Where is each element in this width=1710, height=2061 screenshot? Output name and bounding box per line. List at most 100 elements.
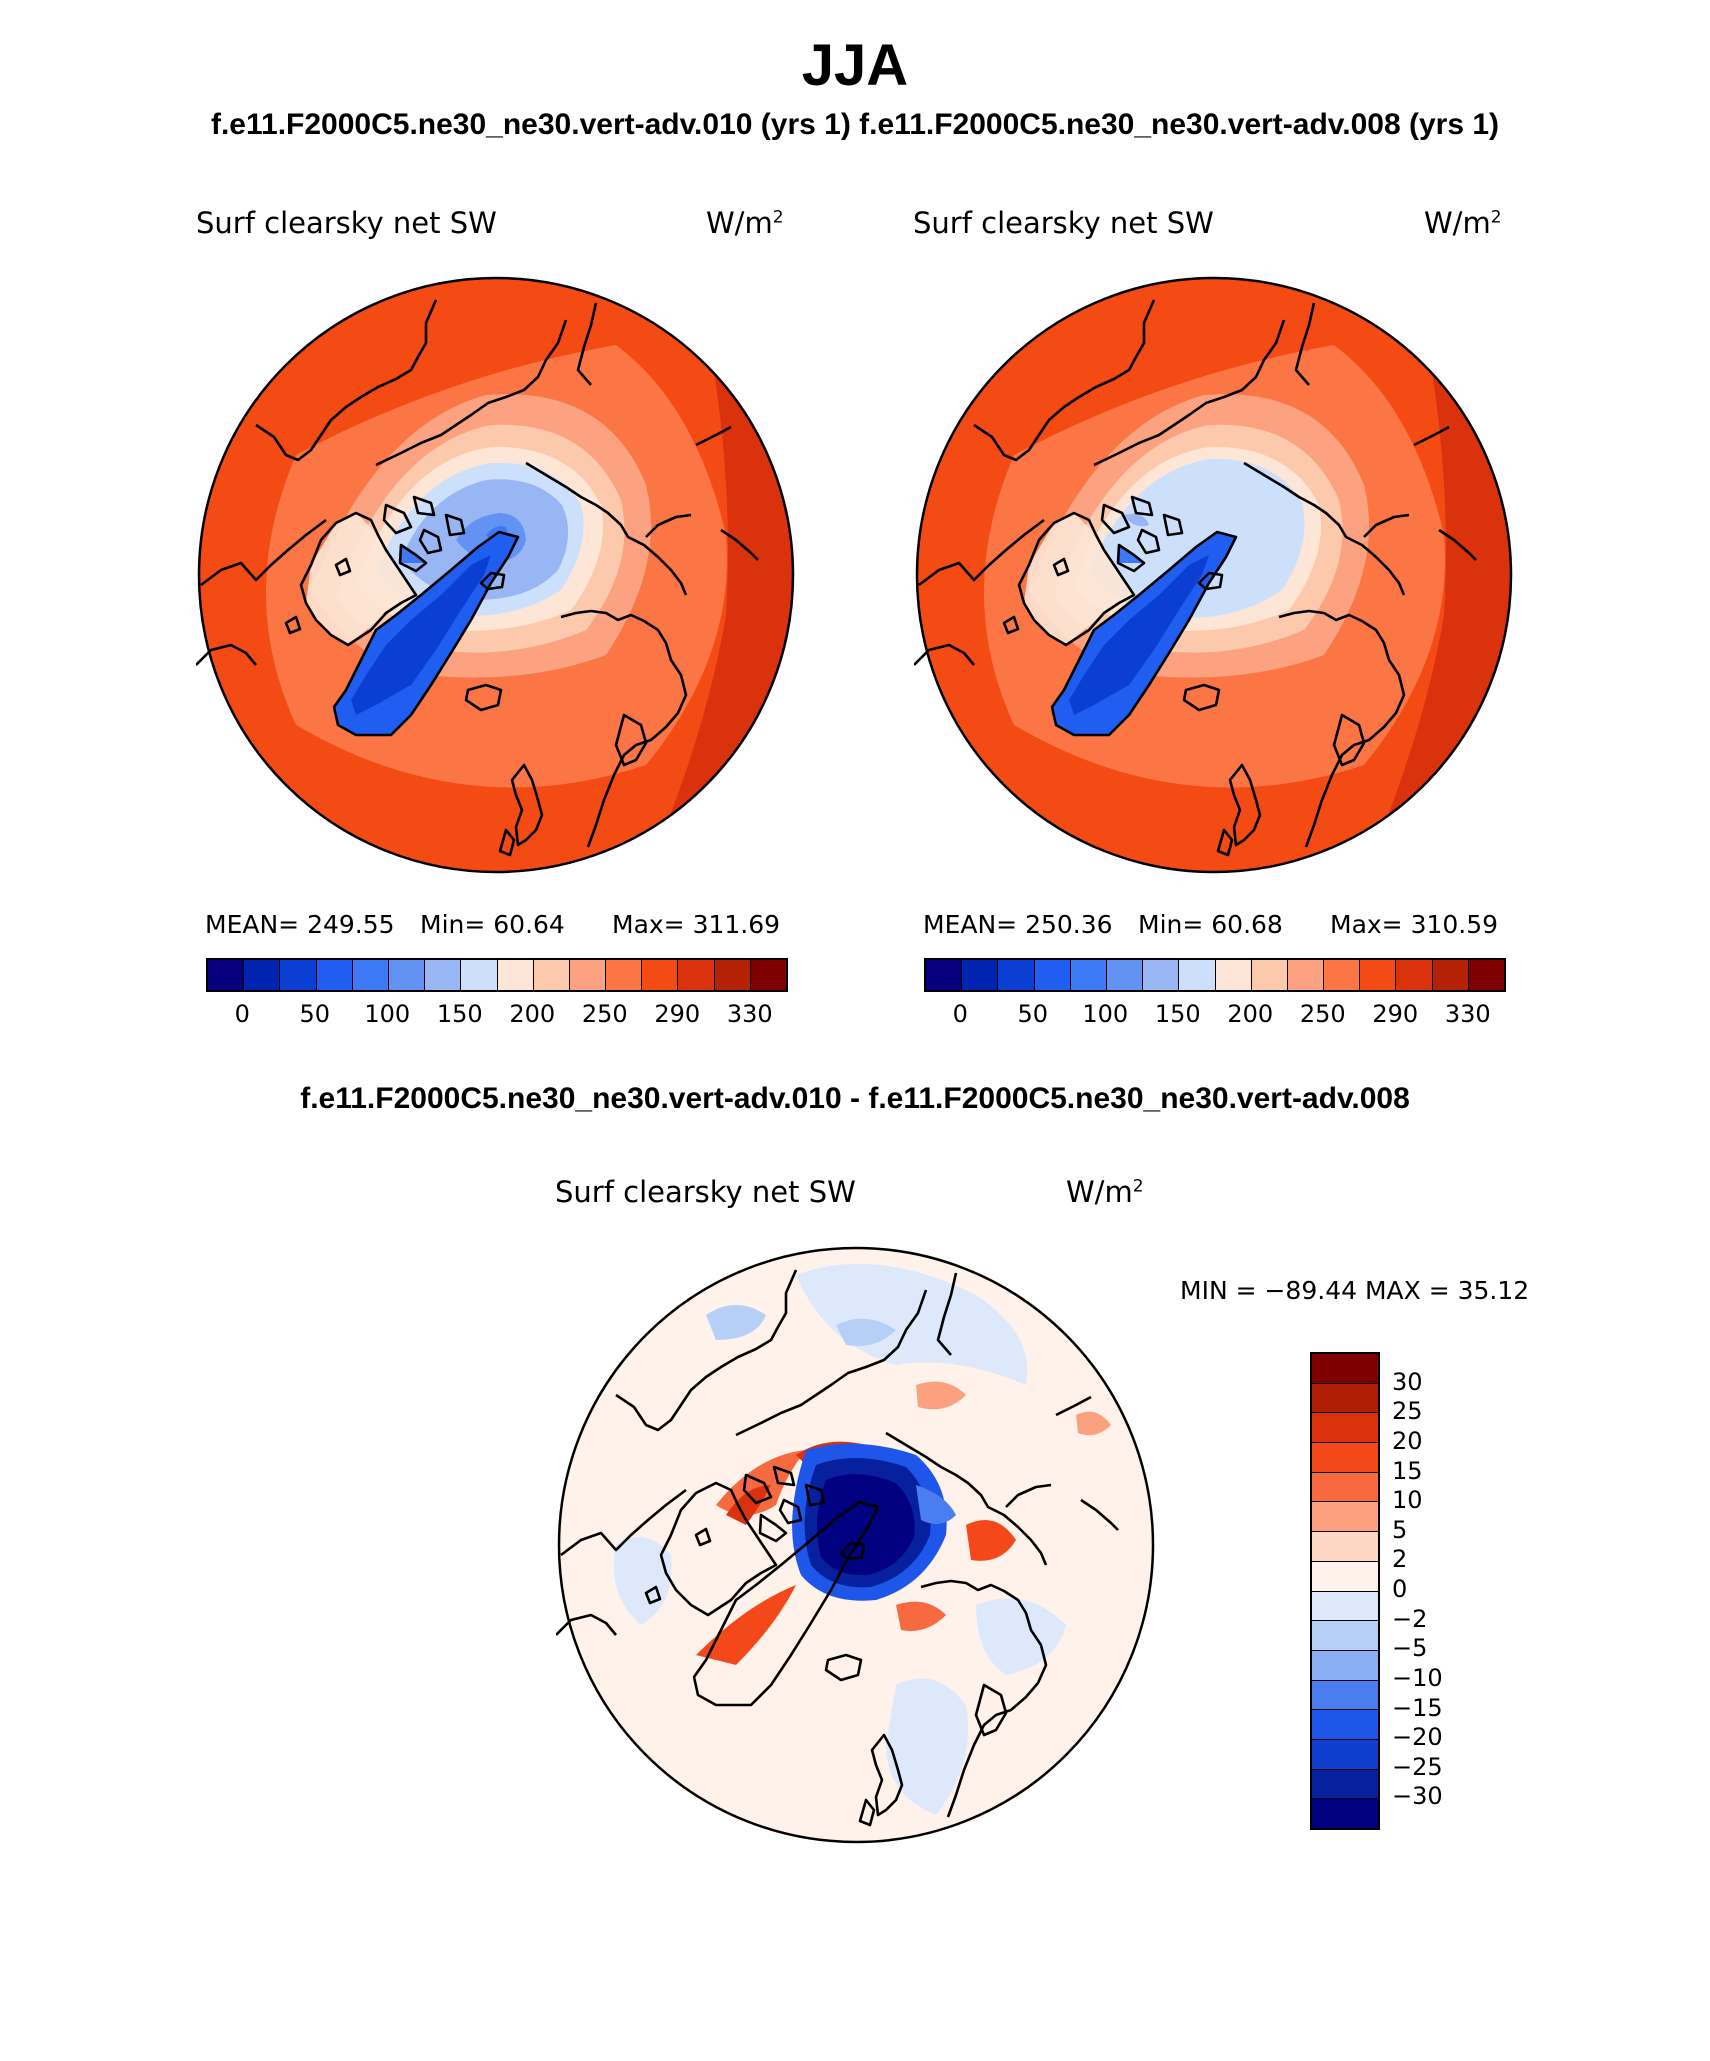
- colorbar-swatch: [1215, 960, 1252, 990]
- colorbar-tick-label: 0: [952, 1000, 968, 1028]
- colorbar-tick-label: 330: [1444, 1000, 1491, 1028]
- colorbar-swatch: [1312, 1472, 1378, 1503]
- colorbar-swatch: [714, 960, 751, 990]
- colorbar-swatch: [678, 960, 715, 990]
- colorbar-tick-label: 100: [364, 1000, 411, 1028]
- colorbar-tick-label: 20: [1392, 1426, 1423, 1455]
- colorbar-tick-label: 15: [1392, 1456, 1423, 1485]
- colorbar-tick-label: 200: [509, 1000, 556, 1028]
- polar-map-difference: [556, 1246, 1155, 1844]
- colorbar-tick-label: 250: [1299, 1000, 1346, 1028]
- colorbar-swatch: [1179, 960, 1216, 990]
- colorbar-swatch: [1324, 960, 1361, 990]
- colorbar-swatch: [208, 960, 245, 990]
- colorbar-swatch: [533, 960, 570, 990]
- colorbar-difference: [1310, 1352, 1380, 1830]
- colorbar-swatch: [1312, 1650, 1378, 1681]
- colorbar-swatch: [1396, 960, 1433, 990]
- colorbar-swatch: [1143, 960, 1180, 990]
- case-a-title: f.e11.F2000C5.ne30_ne30.vert-adv.010 (yr…: [210, 108, 851, 141]
- panel-variable: Surf clearsky net SW: [555, 1175, 856, 1209]
- colorbar-swatch: [642, 960, 679, 990]
- panel-units: W/m2: [1066, 1175, 1144, 1209]
- colorbar-tick-label: 25: [1392, 1397, 1423, 1426]
- colorbar-swatch: [1312, 1769, 1378, 1800]
- polar-map-case-a: [196, 276, 795, 874]
- colorbar-tick-label: −5: [1392, 1634, 1428, 1663]
- colorbar-swatch: [1070, 960, 1107, 990]
- colorbar-tick-label: 0: [234, 1000, 250, 1028]
- colorbar-swatch: [352, 960, 389, 990]
- colorbar-swatch: [1312, 1383, 1378, 1414]
- colorbar-swatch: [244, 960, 281, 990]
- case-titles: f.e11.F2000C5.ne30_ne30.vert-adv.010 (yr…: [0, 108, 1710, 142]
- colorbar-tick-label: 290: [654, 1000, 701, 1028]
- colorbar-swatch: [1360, 960, 1397, 990]
- colorbar-swatch: [1312, 1561, 1378, 1592]
- colorbar-tick-label: 2: [1392, 1545, 1408, 1574]
- colorbar-swatch: [1287, 960, 1325, 990]
- colorbar-swatch: [1312, 1532, 1378, 1562]
- colorbar-swatch: [280, 960, 317, 990]
- colorbar-swatch: [569, 960, 607, 990]
- colorbar-tick-label: 30: [1392, 1367, 1423, 1396]
- colorbar-swatch: [497, 960, 534, 990]
- colorbar-swatch: [998, 960, 1035, 990]
- colorbar-case-b: [924, 958, 1506, 992]
- colorbar-tick-label: 50: [1017, 1000, 1049, 1028]
- colorbar-tick-label: 50: [299, 1000, 331, 1028]
- colorbar-tick-label: −25: [1392, 1752, 1443, 1781]
- colorbar-swatch: [425, 960, 462, 990]
- colorbar-tick-label: −15: [1392, 1693, 1443, 1722]
- colorbar-tick-label: −2: [1392, 1604, 1428, 1633]
- colorbar-tick-label: 290: [1372, 1000, 1419, 1028]
- colorbar-swatch: [1312, 1443, 1378, 1473]
- colorbar-swatch: [388, 960, 426, 990]
- difference-title: f.e11.F2000C5.ne30_ne30.vert-adv.010 - f…: [300, 1082, 1410, 1115]
- colorbar-swatch: [461, 960, 498, 990]
- colorbar-swatch: [1312, 1621, 1378, 1651]
- colorbar-swatch: [1312, 1799, 1378, 1828]
- colorbar-tick-label: 200: [1227, 1000, 1274, 1028]
- colorbar-tick-label: 100: [1082, 1000, 1129, 1028]
- colorbar-tick-label: 150: [1154, 1000, 1201, 1028]
- colorbar-swatch: [1312, 1739, 1378, 1770]
- panel-variable: Surf clearsky net SW: [196, 206, 497, 240]
- panel-units: W/m2: [706, 206, 784, 240]
- case-b-title: f.e11.F2000C5.ne30_ne30.vert-adv.008 (yr…: [859, 108, 1500, 141]
- colorbar-swatch: [1432, 960, 1469, 990]
- panel-variable: Surf clearsky net SW: [913, 206, 1214, 240]
- polar-map-case-b: [914, 276, 1513, 874]
- colorbar-swatch: [1106, 960, 1144, 990]
- colorbar-case-a: [206, 958, 788, 992]
- colorbar-tick-label: 5: [1392, 1515, 1408, 1544]
- colorbar-swatch: [1034, 960, 1071, 990]
- min-max-value: MIN = −89.44 MAX = 35.12: [1180, 1276, 1530, 1305]
- colorbar-tick-label: 150: [436, 1000, 483, 1028]
- colorbar-tick-label: −20: [1392, 1723, 1443, 1752]
- colorbar-swatch: [1251, 960, 1288, 990]
- colorbar-tick-label: 10: [1392, 1486, 1423, 1515]
- colorbar-swatch: [1312, 1710, 1378, 1740]
- colorbar-swatch: [316, 960, 353, 990]
- colorbar-swatch: [962, 960, 999, 990]
- panel-units: W/m2: [1424, 206, 1502, 240]
- colorbar-swatch: [1312, 1354, 1378, 1384]
- colorbar-swatch: [1312, 1591, 1378, 1622]
- min-value: Min= 60.68: [1138, 910, 1283, 939]
- max-value: Max= 311.69: [612, 910, 781, 939]
- colorbar-swatch: [1312, 1680, 1378, 1711]
- colorbar-tick-label: 250: [581, 1000, 628, 1028]
- colorbar-tick-label: 330: [726, 1000, 773, 1028]
- colorbar-tick-label: −30: [1392, 1782, 1443, 1811]
- min-value: Min= 60.64: [420, 910, 565, 939]
- colorbar-tick-label: 0: [1392, 1575, 1408, 1603]
- colorbar-swatch: [926, 960, 963, 990]
- max-value: Max= 310.59: [1330, 910, 1499, 939]
- colorbar-swatch: [1312, 1502, 1378, 1533]
- colorbar-tick-label: −10: [1392, 1663, 1443, 1692]
- mean-value: MEAN= 250.36: [923, 910, 1113, 939]
- colorbar-swatch: [750, 960, 786, 990]
- season-title: JJA: [801, 33, 909, 98]
- colorbar-swatch: [1312, 1413, 1378, 1444]
